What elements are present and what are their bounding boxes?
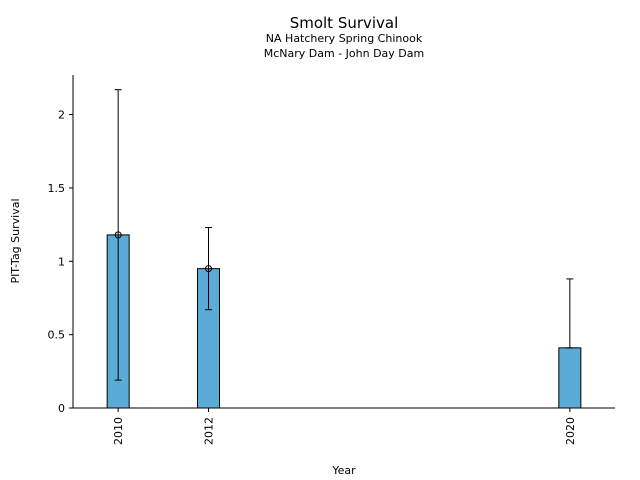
point-marker-2012: [205, 265, 212, 273]
point-marker-2010: [114, 231, 122, 239]
y-tick-label: 0.5: [48, 329, 66, 342]
chart-title: Smolt Survival: [290, 14, 399, 32]
x-axis-ticks: 2010 2012 2020: [112, 408, 577, 445]
y-axis-label: PIT-Tag Survival: [9, 198, 22, 283]
x-axis-label: Year: [331, 464, 356, 477]
x-tick-label: 2012: [203, 417, 216, 445]
chart-subtitle-line-1: NA Hatchery Spring Chinook: [266, 32, 423, 45]
x-tick-label: 2010: [112, 417, 125, 445]
chart-subtitle-line-2: McNary Dam - John Day Dam: [264, 47, 424, 60]
y-tick-label: 0: [58, 402, 65, 415]
x-tick-label: 2020: [564, 417, 577, 445]
y-tick-label: 1.5: [48, 182, 66, 195]
y-axis-ticks: 0 0.5 1 1.5 2: [48, 109, 73, 415]
y-tick-label: 2: [58, 109, 65, 122]
y-tick-label: 1: [58, 255, 65, 268]
bar-2020: [558, 347, 582, 409]
plot-area: [106, 89, 582, 409]
